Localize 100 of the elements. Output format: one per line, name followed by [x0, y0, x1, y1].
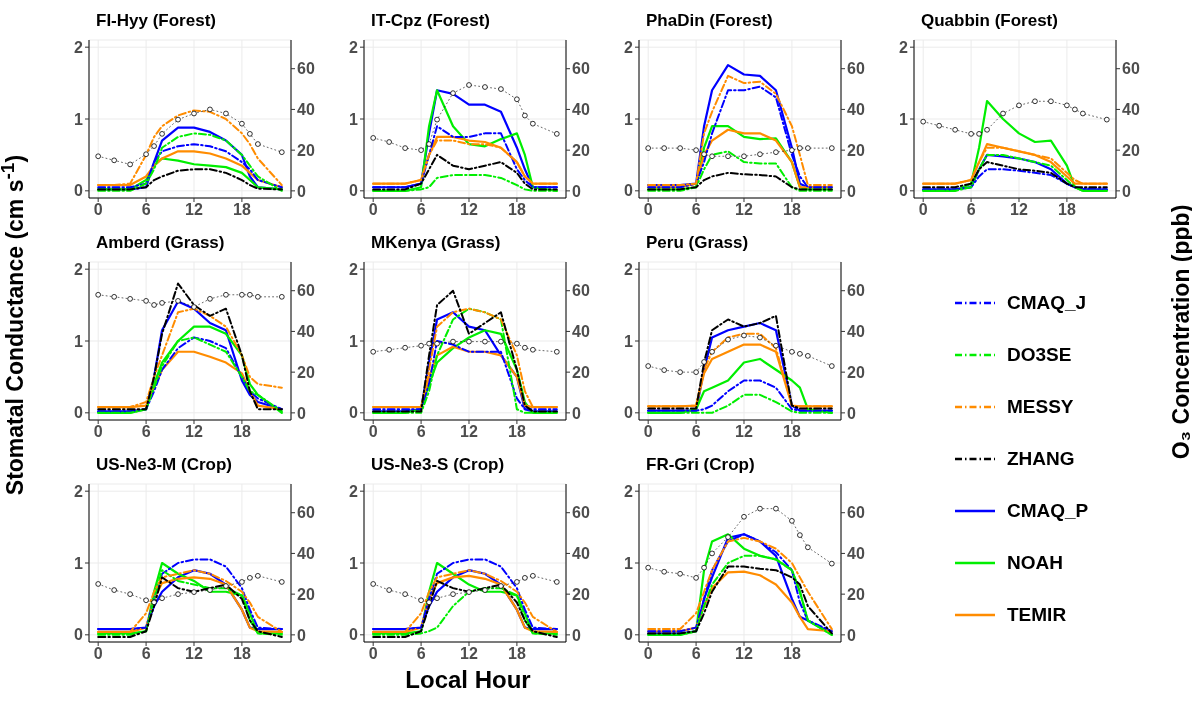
- y-tick-label: 2: [624, 38, 634, 56]
- y-tick-label: 2: [349, 260, 359, 278]
- y-tick-label: 0: [349, 404, 359, 422]
- y-tick-label: 0: [899, 182, 909, 200]
- y2-tick-label: 40: [572, 323, 590, 341]
- legend-label: CMAQ_J: [1007, 292, 1087, 314]
- x-tick-label: 18: [1058, 201, 1076, 219]
- y2-tick-label: 40: [847, 101, 865, 119]
- x-tick-label: 12: [185, 423, 203, 441]
- y-tick-label: 0: [349, 626, 359, 644]
- x-tick-label: 6: [416, 423, 426, 441]
- y-tick-label: 1: [74, 332, 84, 350]
- y2-tick-label: 60: [847, 282, 865, 300]
- y-tick-label: 2: [74, 482, 84, 500]
- y2-tick-label: 60: [1122, 60, 1140, 78]
- x-tick-label: 12: [460, 201, 478, 219]
- y2-tick-label: 0: [1122, 182, 1131, 200]
- x-tick-label: 0: [93, 423, 103, 441]
- x-tick-label: 18: [508, 423, 526, 441]
- y-tick-label: 2: [349, 38, 359, 56]
- x-tick-label: 18: [783, 645, 801, 663]
- x-tick-label: 12: [185, 201, 203, 219]
- x-tick-label: 12: [185, 645, 203, 663]
- x-tick-label: 18: [783, 423, 801, 441]
- legend-label: CMAQ_P: [1007, 500, 1089, 522]
- x-tick-label: 0: [643, 201, 653, 219]
- y2-tick-label: 0: [847, 404, 856, 422]
- y-tick-label: 2: [624, 260, 634, 278]
- x-tick-label: 6: [416, 201, 426, 219]
- y-tick-label: 1: [899, 110, 909, 128]
- x-tick-label: 6: [691, 201, 701, 219]
- y2-tick-label: 0: [297, 626, 306, 644]
- x-tick-label: 6: [141, 423, 151, 441]
- y2-tick-label: 60: [297, 282, 315, 300]
- x-tick-label: 6: [691, 423, 701, 441]
- x-tick-label: 6: [416, 645, 426, 663]
- x-tick-label: 12: [460, 645, 478, 663]
- chart-title: US-Ne3-S (Crop): [370, 454, 506, 476]
- y2-tick-label: 20: [297, 585, 315, 603]
- x-tick-label: 0: [643, 423, 653, 441]
- y2-tick-label: 60: [572, 282, 590, 300]
- y-tick-label: 1: [624, 554, 634, 572]
- y-tick-label: 0: [74, 404, 84, 422]
- y2-tick-label: 20: [297, 363, 315, 381]
- y2-tick-label: 40: [297, 101, 315, 119]
- y2-tick-label: 20: [297, 141, 315, 159]
- x-tick-label: 0: [93, 201, 103, 219]
- y2-tick-label: 20: [847, 363, 865, 381]
- y2-tick-label: 0: [572, 182, 581, 200]
- y2-tick-label: 20: [847, 141, 865, 159]
- y-tick-label: 0: [74, 626, 84, 644]
- chart-title: Quabbin (Forest): [920, 10, 1059, 32]
- legend-label: MESSY: [1007, 396, 1074, 418]
- chart-title: FR-Gri (Crop): [645, 454, 756, 476]
- legend-label: ZHANG: [1007, 448, 1075, 470]
- x-tick-label: 6: [141, 645, 151, 663]
- y-tick-label: 1: [624, 110, 634, 128]
- chart-title: Amberd (Grass): [95, 232, 226, 254]
- y2-tick-label: 0: [847, 182, 856, 200]
- y-tick-label: 2: [74, 38, 84, 56]
- y2-tick-label: 60: [572, 504, 590, 522]
- y2-tick-label: 40: [572, 545, 590, 563]
- y2-tick-label: 20: [1122, 141, 1140, 159]
- x-tick-label: 18: [233, 423, 251, 441]
- y2-tick-label: 60: [847, 504, 865, 522]
- y2-tick-label: 40: [847, 545, 865, 563]
- y2-tick-label: 20: [572, 585, 590, 603]
- x-tick-label: 18: [508, 201, 526, 219]
- x-tick-label: 0: [93, 645, 103, 663]
- y2-tick-label: 40: [1122, 101, 1140, 119]
- y-tick-label: 0: [74, 182, 84, 200]
- y2-tick-label: 20: [572, 141, 590, 159]
- x-tick-label: 12: [735, 423, 753, 441]
- y-tick-label: 0: [624, 182, 634, 200]
- chart-title: IT-Cpz (Forest): [370, 10, 491, 32]
- x-tick-label: 18: [508, 645, 526, 663]
- legend-label: NOAH: [1007, 552, 1063, 574]
- x-axis-title: Local Hour: [405, 666, 531, 694]
- y2-tick-label: 0: [297, 182, 306, 200]
- x-tick-label: 12: [460, 423, 478, 441]
- chart-title: US-Ne3-M (Crop): [95, 454, 233, 476]
- y2-tick-label: 0: [297, 404, 306, 422]
- x-tick-label: 0: [368, 423, 378, 441]
- y-tick-label: 1: [349, 332, 359, 350]
- y2-tick-label: 60: [572, 60, 590, 78]
- chart-title: MKenya (Grass): [370, 232, 502, 254]
- x-tick-label: 0: [643, 645, 653, 663]
- y2-tick-label: 60: [847, 60, 865, 78]
- x-tick-label: 18: [233, 645, 251, 663]
- y-tick-label: 2: [624, 482, 634, 500]
- y-tick-label: 1: [349, 110, 359, 128]
- y-tick-label: 2: [349, 482, 359, 500]
- chart-title: FI-Hyy (Forest): [95, 10, 217, 32]
- y2-tick-label: 40: [847, 323, 865, 341]
- chart-title: Peru (Grass): [645, 232, 750, 254]
- y-tick-label: 0: [624, 404, 634, 422]
- y2-tick-label: 0: [572, 404, 581, 422]
- y2-tick-label: 20: [572, 363, 590, 381]
- x-tick-label: 18: [233, 201, 251, 219]
- y-tick-label: 1: [349, 554, 359, 572]
